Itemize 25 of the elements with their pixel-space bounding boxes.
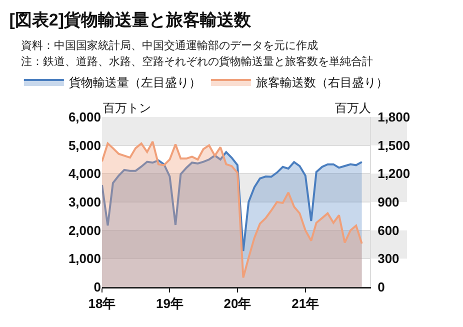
x-tick-label: 20年	[224, 296, 252, 312]
y-tick-label: 3,000	[68, 194, 101, 210]
y2-tick-label: 1,800	[378, 110, 410, 125]
y2-tick-label: 600	[378, 222, 400, 238]
y-tick-label: 5,000	[68, 138, 101, 153]
x-tick-label: 19年	[156, 296, 184, 312]
y2-tick-label: 0	[378, 280, 385, 295]
x-tick-label: 18年	[88, 296, 116, 312]
y2-axis-title: 百万人	[335, 101, 371, 115]
y-tick-label: 2,000	[68, 222, 101, 238]
y2-tick-label: 900	[378, 194, 400, 210]
x-tick-label: 21年	[292, 296, 320, 312]
y-tick-label: 4,000	[68, 166, 101, 182]
legend-label: 旅客輸送数（右目盛り）	[256, 76, 388, 90]
text: 資料：中国国家統計局、中国交通運輸部のデータを元に作成	[21, 39, 318, 52]
legend-label: 貨物輸送量（左目盛り）	[68, 76, 201, 90]
y2-tick-label: 1,500	[378, 138, 410, 153]
y-tick-label: 1,000	[68, 251, 101, 266]
y2-tick-label: 300	[378, 251, 400, 266]
text: 注：鉄道、道路、水路、空路それぞれの貨物輸送量と旅客数を単純合計	[21, 55, 373, 68]
y2-tick-label: 1,200	[378, 166, 410, 182]
y-tick-label: 0	[94, 280, 101, 295]
y-tick-label: 6,000	[68, 110, 101, 125]
chart-title: [図表2]貨物輸送量と旅客輸送数	[9, 10, 252, 30]
y-axis-title: 百万トン	[103, 101, 151, 115]
